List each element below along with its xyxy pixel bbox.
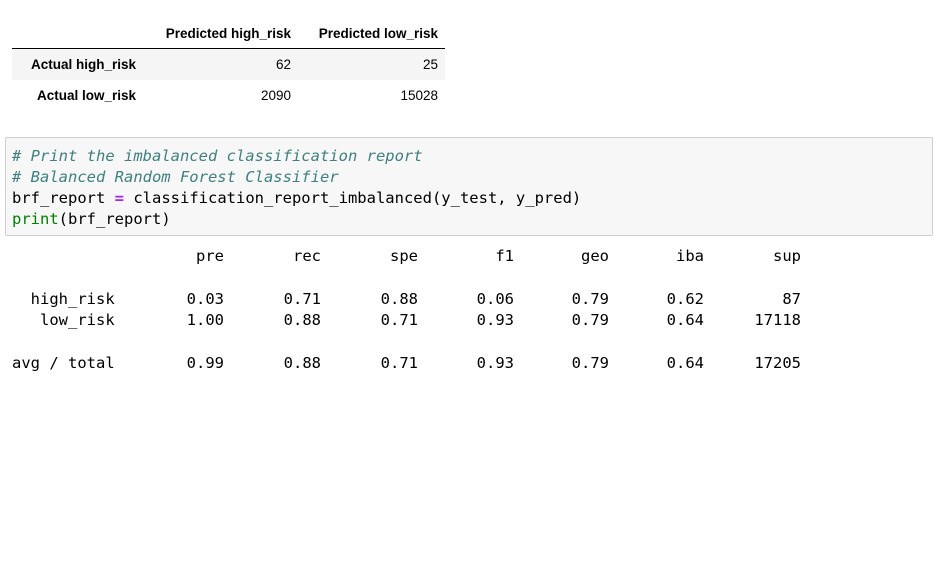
report-row: low_risk 1.00 0.88 0.71 0.93 0.79 0.64 1… bbox=[12, 310, 912, 331]
report-value: 0.06 bbox=[476, 289, 514, 308]
report-value: 0.79 bbox=[571, 289, 609, 308]
report-header: f1 bbox=[495, 247, 514, 265]
report-value: 0.88 bbox=[380, 289, 418, 308]
report-value: 0.99 bbox=[186, 353, 224, 372]
report-row-label: high_risk bbox=[12, 289, 115, 308]
report-value: 17205 bbox=[754, 353, 801, 372]
report-header: geo bbox=[581, 247, 609, 265]
report-row-label: avg / total bbox=[12, 353, 115, 372]
report-header: pre bbox=[196, 247, 224, 265]
table-header-row: Predicted high_risk Predicted low_risk bbox=[12, 20, 445, 49]
classification-report-output: pre rec spe f1 geo iba sup high_risk 0.0… bbox=[12, 246, 912, 374]
table-row: Actual high_risk 62 25 bbox=[12, 49, 445, 80]
code-comment: # Balanced Random Forest Classifier bbox=[12, 168, 339, 186]
column-header: Predicted low_risk bbox=[318, 26, 438, 41]
report-value: 87 bbox=[782, 289, 801, 308]
report-value: 0.64 bbox=[666, 353, 704, 372]
report-row: high_risk 0.03 0.71 0.88 0.06 0.79 0.62 … bbox=[12, 289, 912, 310]
table-cell: 15028 bbox=[400, 88, 438, 103]
report-value: 1.00 bbox=[186, 311, 224, 330]
code-builtin: print bbox=[12, 210, 59, 228]
code-comment: # Print the imbalanced classification re… bbox=[12, 147, 423, 165]
report-header: spe bbox=[390, 247, 418, 265]
report-total-row: avg / total 0.99 0.88 0.71 0.93 0.79 0.6… bbox=[12, 353, 912, 374]
column-header: Predicted high_risk bbox=[165, 26, 291, 41]
report-value: 0.88 bbox=[283, 311, 321, 330]
report-value: 0.79 bbox=[571, 353, 609, 372]
table-row: Actual low_risk 2090 15028 bbox=[12, 80, 445, 111]
report-value: 0.88 bbox=[283, 353, 321, 372]
report-value: 0.03 bbox=[186, 289, 224, 308]
confusion-matrix-table: Predicted high_risk Predicted low_risk A… bbox=[12, 20, 445, 111]
report-header: sup bbox=[773, 247, 801, 265]
code-operator: = bbox=[114, 189, 124, 207]
code-text: (brf_report) bbox=[58, 210, 171, 228]
table-cell: 2090 bbox=[260, 88, 291, 103]
code-input-cell[interactable]: # Print the imbalanced classification re… bbox=[5, 137, 933, 236]
code-text: brf_report bbox=[12, 189, 115, 207]
report-header-row: pre rec spe f1 geo iba sup bbox=[12, 246, 912, 267]
code-line: brf_report = classification_report_imbal… bbox=[12, 188, 932, 209]
report-value: 0.71 bbox=[380, 353, 418, 372]
code-text: classification_report_imbalanced(y_test,… bbox=[124, 189, 582, 207]
report-value: 0.71 bbox=[380, 311, 418, 330]
report-value: 0.93 bbox=[476, 353, 514, 372]
row-label: Actual high_risk bbox=[30, 57, 136, 72]
report-value: 0.71 bbox=[283, 289, 321, 308]
report-header: rec bbox=[293, 247, 321, 265]
report-row-label: low_risk bbox=[12, 311, 115, 330]
code-line: print(brf_report) bbox=[12, 209, 932, 230]
report-header: iba bbox=[676, 247, 704, 265]
report-value: 0.62 bbox=[666, 289, 704, 308]
report-value: 0.64 bbox=[666, 311, 704, 330]
report-value: 0.93 bbox=[476, 311, 514, 330]
row-label: Actual low_risk bbox=[36, 88, 136, 103]
table-cell: 25 bbox=[422, 57, 438, 72]
report-value: 0.79 bbox=[571, 311, 609, 330]
table-cell: 62 bbox=[275, 57, 291, 72]
report-value: 17118 bbox=[754, 311, 801, 330]
